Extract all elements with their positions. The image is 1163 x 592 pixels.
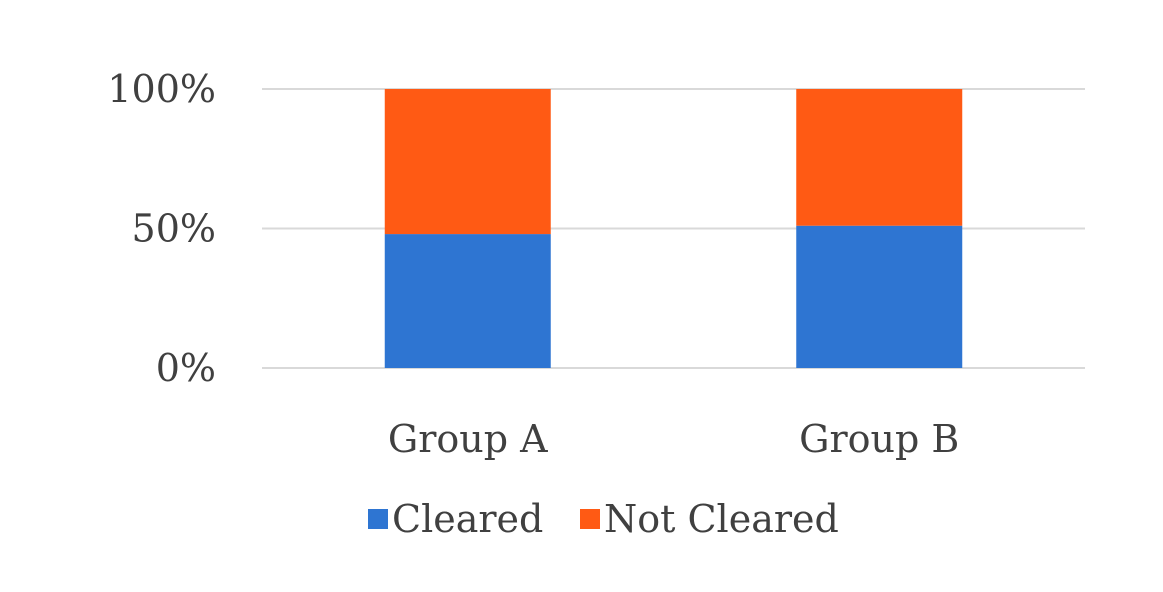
x-category-label: Group A	[388, 417, 548, 461]
y-tick-label: 100%	[107, 67, 216, 111]
bars	[384, 89, 963, 368]
bar-group-b-not-cleared	[796, 89, 963, 226]
legend-swatch-cleared	[368, 509, 388, 529]
y-axis-tick-labels: 0% 50% 100%	[107, 67, 216, 390]
legend-swatch-not-cleared	[580, 509, 600, 529]
y-tick-label: 0%	[156, 346, 216, 390]
legend-label-not-cleared: Not Cleared	[604, 497, 839, 541]
legend: Cleared Not Cleared	[368, 497, 839, 541]
bar-group-b-cleared	[796, 225, 963, 368]
y-tick-label: 50%	[132, 207, 216, 251]
legend-label-cleared: Cleared	[392, 497, 543, 541]
bar-group-a-not-cleared	[384, 89, 551, 235]
x-axis-category-labels: Group A Group B	[388, 417, 959, 461]
x-category-label: Group B	[799, 417, 959, 461]
bar-group-a-cleared	[384, 234, 551, 368]
